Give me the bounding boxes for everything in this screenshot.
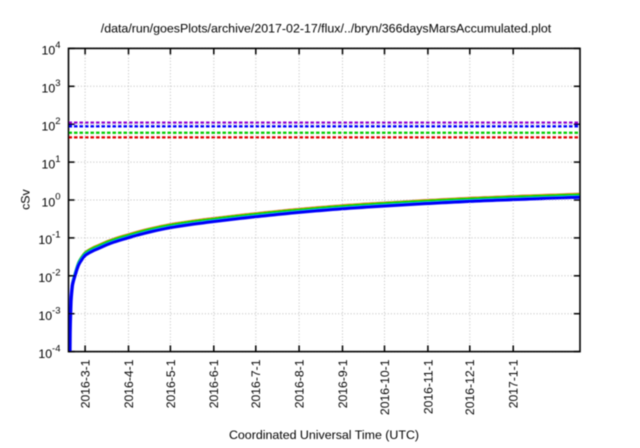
svg-text:2017-1-1: 2017-1-1 — [507, 359, 521, 408]
svg-text:2016-11-1: 2016-11-1 — [421, 359, 435, 414]
svg-text:2016-3-1: 2016-3-1 — [79, 359, 93, 408]
svg-text:2016-4-1: 2016-4-1 — [122, 359, 136, 408]
svg-text:2016-9-1: 2016-9-1 — [336, 359, 350, 408]
svg-text:2016-7-1: 2016-7-1 — [249, 359, 263, 408]
svg-text:/data/run/goesPlots/archive/20: /data/run/goesPlots/archive/2017-02-17/f… — [101, 21, 552, 35]
svg-text:2016-12-1: 2016-12-1 — [463, 359, 477, 415]
svg-text:2016-8-1: 2016-8-1 — [293, 359, 307, 408]
svg-text:2016-6-1: 2016-6-1 — [207, 359, 221, 408]
svg-text:cSv: cSv — [19, 188, 33, 209]
svg-text:2016-10-1: 2016-10-1 — [378, 359, 392, 415]
svg-text:2016-5-1: 2016-5-1 — [164, 359, 178, 408]
svg-text:Coordinated Universal Time (UT: Coordinated Universal Time (UTC) — [229, 428, 419, 442]
